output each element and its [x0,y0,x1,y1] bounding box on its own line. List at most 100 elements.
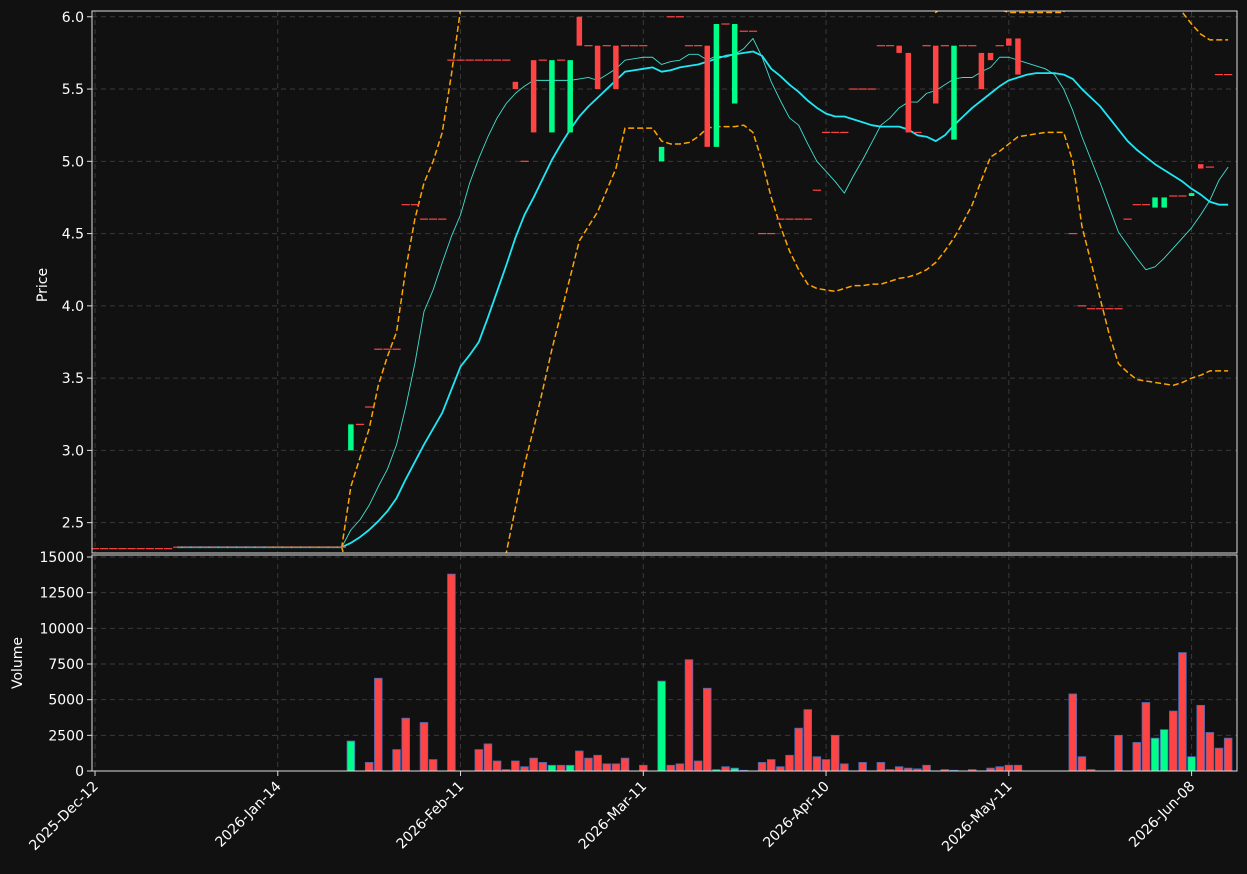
volume-bar [1196,704,1205,771]
candle [1152,197,1158,208]
y-tick-label: 5.0 [62,154,84,170]
volume-bar [1114,734,1123,771]
price-line [268,11,1229,548]
volume-bar [1150,737,1160,771]
volume-bar [785,754,794,771]
volume-bar [620,757,630,771]
volume-bar [1169,710,1178,771]
volume-bar [1178,652,1187,771]
volume-bar [1205,732,1215,771]
volume-bar [1077,756,1087,771]
volume-bar [766,759,776,771]
volume-bar [575,750,584,771]
volume-bar [1004,764,1014,771]
volume-bar [657,680,666,771]
candle [905,52,912,133]
y-tick-label: 5.5 [62,82,84,98]
candle [348,424,354,451]
volume-bar [812,756,822,771]
candle [951,45,957,140]
volume-bar [547,764,557,771]
volume-bar [830,734,840,771]
y-tick-label: 6.0 [62,10,84,26]
y-tick-label: 12500 [39,586,84,602]
volume-bar [693,760,703,771]
y-tick-label: 2500 [48,728,84,744]
volume-bar [703,687,712,771]
volume-bar [364,762,374,771]
candle [987,52,994,61]
volume-panel [346,573,1233,771]
y-tick-label: 10000 [39,621,84,637]
volume-bar [556,764,566,771]
candle [576,16,583,46]
volume-bar [995,766,1004,771]
volume-bar [419,722,429,771]
y-tick-label: 0 [75,764,84,780]
volume-bar [821,759,831,771]
volume-bar [1187,756,1196,771]
y-tick-label: 4.5 [62,227,84,243]
volume-bar [894,766,904,771]
y-tick-label: 3.5 [62,371,84,387]
candle [978,52,985,90]
volume-bar [1068,693,1078,771]
volume-bar [876,762,886,771]
volume-bar [346,740,356,771]
candle [1006,38,1012,46]
y-tick-label: 15000 [39,550,84,566]
candle [658,146,665,162]
volume-bar [374,677,383,771]
candle [594,45,601,90]
volume-bar [721,766,730,771]
candle [731,24,738,104]
volume-bar [492,760,502,771]
volume-bar [392,749,401,771]
volume-bar [483,743,493,771]
price-axis-label: Price [35,268,51,302]
volume-bar [593,754,602,771]
volume-frame [91,554,1238,772]
candle [1161,197,1167,208]
volume-bar [776,766,785,771]
volume-bar [1214,747,1224,771]
y-tick-label: 5000 [48,693,84,709]
candle [1188,193,1195,197]
volume-axis-label: Volume [10,637,26,689]
price-panel [92,11,1233,553]
volume-bar [840,763,849,771]
candle [549,60,555,133]
volume-bar [538,762,548,771]
y-tick-label: 7500 [48,657,84,673]
volume-bar [529,757,538,771]
candle [567,60,573,133]
volume-bar [511,760,520,771]
volume-bar [584,757,593,771]
y-tick-label: 3.0 [62,443,84,459]
price-line [268,124,1229,553]
volume-bar [803,709,813,771]
volume-bar [757,762,767,771]
volume-bar [428,759,438,771]
y-tick-label: 2.5 [62,516,84,532]
volume-bar [520,766,529,771]
volume-bar [1141,702,1151,771]
volume-bar [447,573,456,771]
volume-bar [602,763,611,771]
price-line [177,50,1229,549]
candle [932,45,939,104]
volume-bar [1132,742,1141,771]
candle [896,45,902,53]
volume-bar [922,764,931,771]
price-frame [91,10,1238,554]
candle [1015,38,1021,75]
volume-bar [1223,737,1233,771]
y-tick-label: 4.0 [62,299,84,315]
candle [713,24,720,147]
volume-bar [684,659,694,771]
volume-bar [913,768,922,771]
volume-bar [474,749,484,771]
candle [530,60,537,133]
